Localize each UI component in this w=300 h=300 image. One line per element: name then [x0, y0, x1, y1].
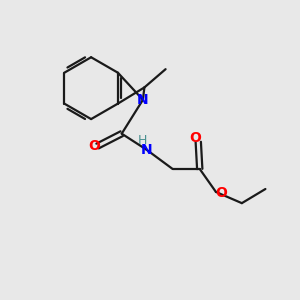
Text: N: N — [137, 93, 149, 107]
Text: O: O — [189, 131, 201, 146]
Text: O: O — [88, 139, 100, 153]
Text: H: H — [138, 134, 147, 147]
Text: O: O — [215, 186, 227, 200]
Text: N: N — [141, 143, 153, 157]
